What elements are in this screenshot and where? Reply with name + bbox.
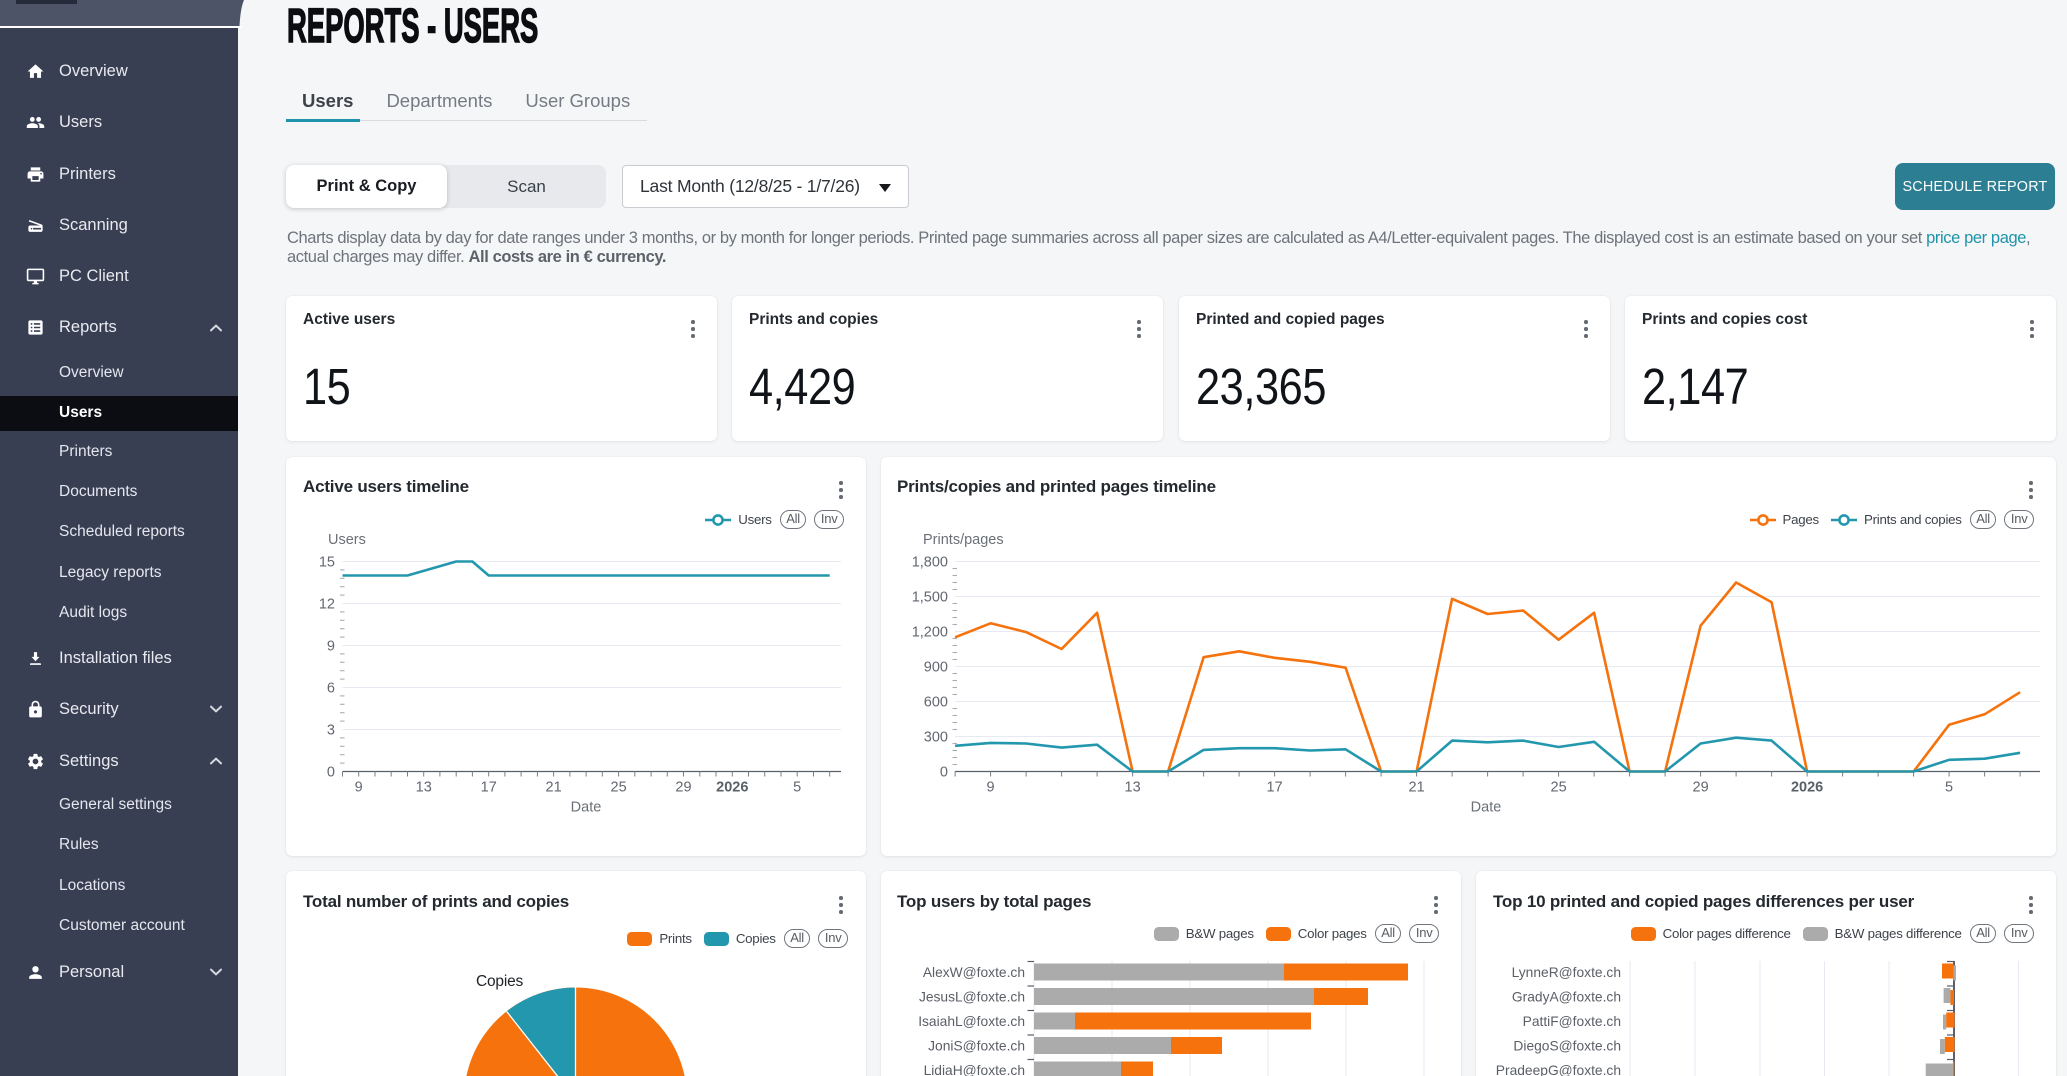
svg-text:0: 0 <box>940 765 948 781</box>
svg-text:29: 29 <box>1693 780 1709 796</box>
svg-text:300: 300 <box>924 730 948 746</box>
svg-text:3: 3 <box>327 723 335 739</box>
svg-text:Copies: Copies <box>476 973 523 990</box>
svg-text:25: 25 <box>611 780 627 796</box>
svg-text:9: 9 <box>987 780 995 796</box>
svg-text:Prints/pages: Prints/pages <box>923 532 1004 548</box>
svg-text:600: 600 <box>924 695 948 711</box>
svg-text:29: 29 <box>675 780 691 796</box>
svg-text:LidiaH@foxte.ch: LidiaH@foxte.ch <box>924 1063 1025 1076</box>
svg-text:17: 17 <box>1267 780 1283 796</box>
svg-text:2026: 2026 <box>716 780 748 796</box>
svg-text:1,800: 1,800 <box>912 555 948 571</box>
svg-text:GradyA@foxte.ch: GradyA@foxte.ch <box>1512 990 1621 1005</box>
svg-text:21: 21 <box>1409 780 1425 796</box>
svg-text:13: 13 <box>1125 780 1141 796</box>
svg-text:21: 21 <box>546 780 562 796</box>
svg-text:0: 0 <box>327 765 335 781</box>
svg-text:JesusL@foxte.ch: JesusL@foxte.ch <box>919 990 1025 1005</box>
svg-text:25: 25 <box>1551 780 1567 796</box>
svg-text:1,500: 1,500 <box>912 590 948 606</box>
svg-text:IsaiahL@foxte.ch: IsaiahL@foxte.ch <box>918 1014 1025 1029</box>
svg-text:13: 13 <box>416 780 432 796</box>
svg-text:PradeepG@foxte.ch: PradeepG@foxte.ch <box>1496 1063 1621 1076</box>
svg-text:12: 12 <box>319 597 335 613</box>
svg-text:DiegoS@foxte.ch: DiegoS@foxte.ch <box>1513 1039 1621 1054</box>
svg-text:900: 900 <box>924 660 948 676</box>
svg-text:Users: Users <box>328 532 366 548</box>
svg-text:5: 5 <box>1945 780 1953 796</box>
svg-text:AlexW@foxte.ch: AlexW@foxte.ch <box>923 965 1025 980</box>
svg-text:9: 9 <box>355 780 363 796</box>
svg-text:15: 15 <box>319 555 335 571</box>
svg-text:2026: 2026 <box>1791 780 1823 796</box>
svg-text:1,200: 1,200 <box>912 625 948 641</box>
svg-text:LynneR@foxte.ch: LynneR@foxte.ch <box>1512 965 1621 980</box>
svg-text:5: 5 <box>793 780 801 796</box>
svg-text:Date: Date <box>571 800 602 816</box>
svg-text:PattiF@foxte.ch: PattiF@foxte.ch <box>1523 1014 1621 1029</box>
svg-text:6: 6 <box>327 681 335 697</box>
svg-text:17: 17 <box>481 780 497 796</box>
svg-text:JoniS@foxte.ch: JoniS@foxte.ch <box>928 1039 1025 1054</box>
svg-text:Date: Date <box>1471 800 1502 816</box>
svg-text:9: 9 <box>327 639 335 655</box>
